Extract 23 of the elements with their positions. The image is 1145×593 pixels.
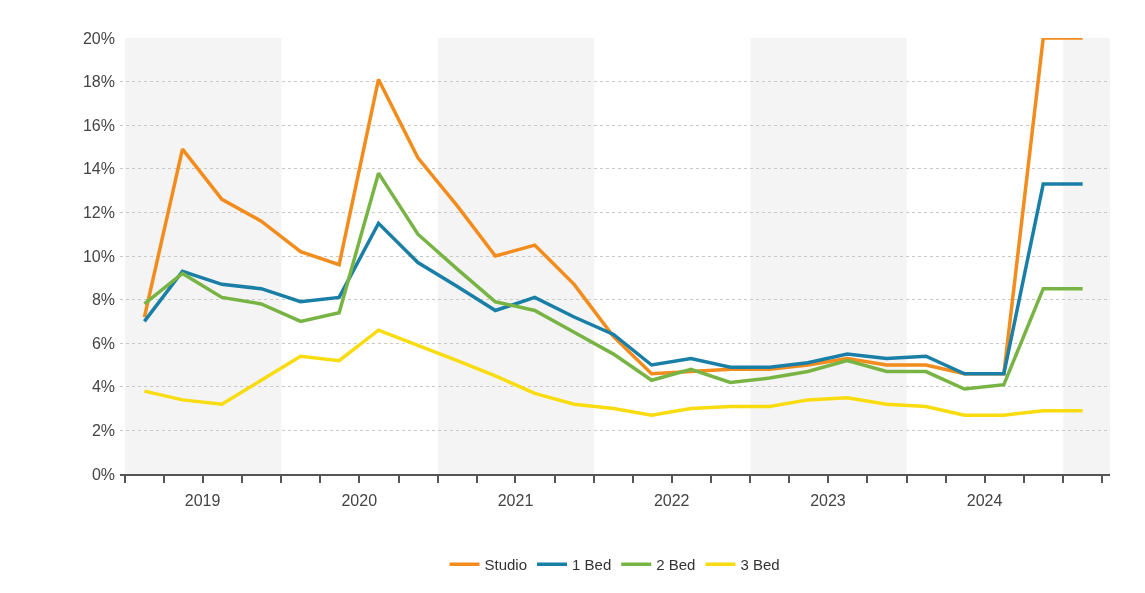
y-tick-label: 18% xyxy=(82,73,115,91)
x-tick-label: 2019 xyxy=(184,492,221,510)
legend-label: 2 Bed xyxy=(656,556,696,574)
y-tick-label: 20% xyxy=(82,29,115,47)
y-tick-label: 6% xyxy=(91,334,115,352)
x-tick-label: 2024 xyxy=(966,492,1003,510)
x-tick-label: 2020 xyxy=(341,492,378,510)
x-tick-label: 2021 xyxy=(497,492,534,510)
y-tick-label: 16% xyxy=(82,116,115,134)
y-tick-label: 4% xyxy=(91,378,115,396)
y-tick-label: 10% xyxy=(82,247,115,265)
y-tick-label: 0% xyxy=(91,465,115,483)
legend-label: 3 Bed xyxy=(740,556,780,574)
legend-label: 1 Bed xyxy=(572,556,612,574)
y-tick-label: 12% xyxy=(82,204,115,221)
line-series xyxy=(142,38,1085,376)
x-tick-label: 2022 xyxy=(653,492,690,510)
line-series xyxy=(142,328,1085,417)
y-tick-label: 14% xyxy=(82,160,115,178)
legend-label: Studio xyxy=(484,556,528,574)
y-tick-label: 2% xyxy=(91,422,115,439)
y-tick-label: 8% xyxy=(91,291,115,309)
x-tick-label: 2023 xyxy=(810,492,846,510)
